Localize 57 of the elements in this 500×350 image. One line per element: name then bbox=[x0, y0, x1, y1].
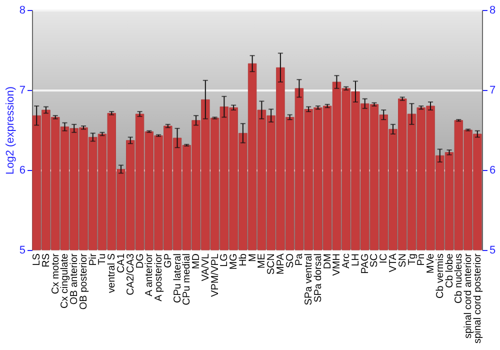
x-tick-label: CPu lateral bbox=[172, 254, 184, 303]
x-tick-label: spinal cord posterior bbox=[472, 252, 484, 344]
x-tick-label: LS bbox=[32, 253, 43, 266]
x-tick-label: MG bbox=[228, 253, 240, 270]
x-tick-label: Tg bbox=[406, 254, 418, 266]
x-tick-label: Pa bbox=[294, 253, 306, 266]
x-tick-label: A posterior bbox=[154, 252, 165, 302]
y-tick-label: 7 bbox=[19, 84, 26, 96]
x-tick-label: CA2/CA3 bbox=[125, 253, 136, 296]
x-tick-label: CPu medial bbox=[182, 254, 193, 306]
x-tick-label: Cx motor bbox=[50, 252, 62, 294]
y-tick-label: 6 bbox=[19, 164, 26, 176]
x-tick-label: Pir bbox=[88, 252, 99, 266]
x-tick-label: Hb bbox=[238, 253, 249, 266]
x-tick-label: Cb lobe bbox=[444, 253, 456, 288]
y2-tick-label: 7 bbox=[490, 84, 496, 96]
y-tick-label: 5 bbox=[19, 244, 26, 256]
y2-tick-label: 8 bbox=[490, 4, 496, 16]
x-tick-label: SPa ventral bbox=[304, 254, 315, 306]
y-tick-label: 8 bbox=[19, 4, 26, 16]
x-tick-label: MPA bbox=[275, 253, 286, 274]
x-tick-label: VMH bbox=[332, 254, 343, 276]
x-tick-label: SO bbox=[284, 253, 296, 268]
x-tick-label: IC bbox=[378, 254, 390, 264]
x-tick-label: Arc bbox=[341, 254, 352, 268]
x-tick-label: CA1 bbox=[116, 253, 128, 273]
x-tick-label: Tu bbox=[97, 254, 108, 265]
x-tick-label: VPM/VPL bbox=[210, 253, 221, 297]
y2-tick-label: 5 bbox=[490, 244, 496, 256]
x-tick-label: Pn bbox=[416, 254, 428, 266]
x-tick-label: spinal cord anterior bbox=[463, 252, 474, 339]
x-tick-label: SPa dorsal bbox=[312, 254, 324, 302]
y-axis-title: Log2 (expression) bbox=[4, 86, 16, 175]
x-tick-label: OB anterior bbox=[69, 252, 80, 305]
x-tick-label: A anterior bbox=[144, 252, 156, 296]
x-tick-label: MD bbox=[191, 254, 202, 270]
x-tick-label: Cx cingulate bbox=[60, 253, 71, 309]
y2-tick-label: 6 bbox=[490, 164, 496, 176]
x-tick-label: MVe bbox=[426, 253, 437, 274]
x-tick-label: Cb vermis bbox=[434, 254, 446, 299]
x-tick-label: LH bbox=[350, 254, 362, 266]
x-tick-label: SN bbox=[397, 254, 408, 268]
x-tick-label: GP bbox=[162, 253, 174, 268]
x-tick-label: SCN bbox=[266, 254, 278, 275]
x-tick-label: VA/VL bbox=[200, 253, 212, 282]
x-tick-label: LG bbox=[219, 253, 230, 267]
x-tick-label: ventral S bbox=[106, 253, 118, 293]
x-tick-label: PAG bbox=[360, 253, 371, 274]
x-tick-label: VTA bbox=[388, 253, 399, 272]
x-tick-label: Cb nucleus bbox=[454, 254, 465, 304]
x-tick-label: DG bbox=[134, 253, 146, 268]
x-tick-label: M bbox=[247, 254, 258, 262]
x-tick-label: ME bbox=[256, 253, 268, 268]
x-tick-label: OB posterior bbox=[78, 252, 90, 310]
x-tick-label: SC bbox=[369, 254, 380, 268]
x-tick-label: DM bbox=[322, 254, 334, 270]
x-tick-label: RS bbox=[40, 253, 52, 268]
